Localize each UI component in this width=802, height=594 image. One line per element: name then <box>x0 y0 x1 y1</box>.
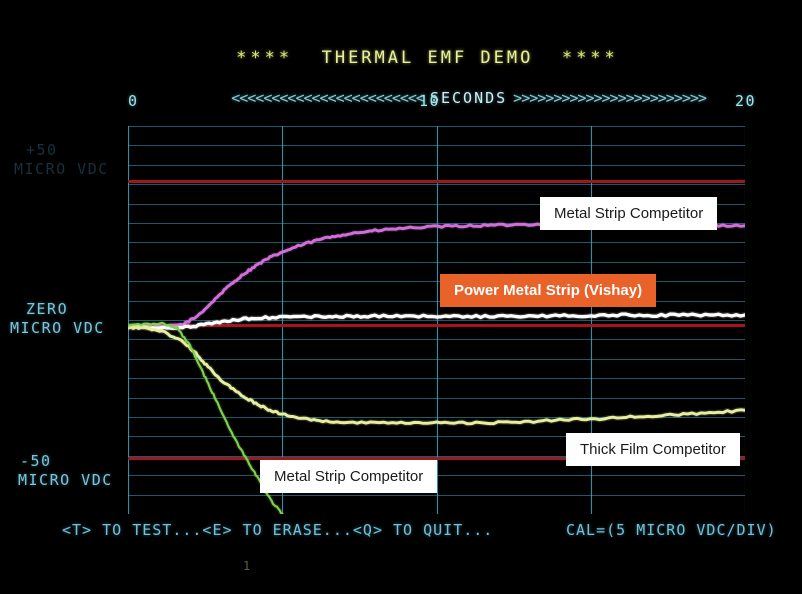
callout-power-metal-strip-vishay: Power Metal Strip (Vishay) <box>440 274 657 307</box>
cursor-marker: 1 <box>243 559 252 573</box>
status-commands: <T> TO TEST...<E> TO ERASE...<Q> TO QUIT… <box>62 521 494 539</box>
calibration-note: CAL=(5 MICRO VDC/DIV) <box>566 521 777 539</box>
x-axis-arrows-left: <<<<<<<<<<<<<<<<<<<<<<<< <box>231 89 425 107</box>
x-axis-title: SECONDS <box>429 89 508 107</box>
callout-metal-strip-competitor-top: Metal Strip Competitor <box>540 197 718 230</box>
y-label-zero-unit: MICRO VDC <box>10 319 105 337</box>
x-tick-0: 0 <box>128 92 139 110</box>
title-text: THERMAL EMF DEMO <box>321 48 534 68</box>
x-tick-10: 10 <box>419 92 441 110</box>
gridlines <box>128 126 745 514</box>
x-axis-header: <<<<<<<<<<<<<<<<<<<<<<<< SECONDS >>>>>>>>>… <box>128 71 773 125</box>
y-label-zero-value: ZERO <box>26 300 69 318</box>
x-tick-20: 20 <box>735 92 757 110</box>
title-stars-left: **** <box>236 48 322 68</box>
y-label-plus-50-value: +50 <box>26 141 58 159</box>
y-label-minus-50-unit: MICRO VDC <box>18 471 113 489</box>
y-label-minus-50-value: -50 <box>20 452 52 470</box>
x-axis-arrows-right: >>>>>>>>>>>>>>>>>>>>>>>> <box>513 89 707 107</box>
y-label-plus-50-unit: MICRO VDC <box>14 160 109 178</box>
callout-thick-film-competitor: Thick Film Competitor <box>566 433 740 466</box>
y-label-zero: ZERO MICRO VDC <box>10 300 105 338</box>
title-stars-right: **** <box>533 48 619 68</box>
y-label-minus-50: -50 MICRO VDC <box>18 452 113 490</box>
y-label-plus-50: +50 MICRO VDC <box>14 141 109 179</box>
callout-metal-strip-competitor-bottom: Metal Strip Competitor <box>260 460 438 493</box>
page-title: **** THERMAL EMF DEMO **** <box>0 28 802 88</box>
